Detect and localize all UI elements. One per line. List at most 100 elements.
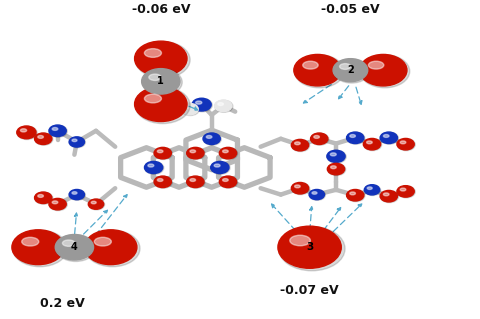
Ellipse shape <box>219 147 238 160</box>
Ellipse shape <box>187 147 204 159</box>
Ellipse shape <box>294 55 341 86</box>
Ellipse shape <box>327 163 346 175</box>
Ellipse shape <box>62 240 75 246</box>
Ellipse shape <box>88 199 105 210</box>
Ellipse shape <box>84 230 137 265</box>
Ellipse shape <box>369 61 384 69</box>
Ellipse shape <box>339 63 351 69</box>
Ellipse shape <box>154 176 171 188</box>
Ellipse shape <box>144 48 161 57</box>
Text: 1: 1 <box>157 76 164 86</box>
Ellipse shape <box>211 161 230 174</box>
Ellipse shape <box>85 230 140 267</box>
Text: 0.2 eV: 0.2 eV <box>40 297 85 310</box>
Ellipse shape <box>52 201 58 204</box>
Text: -0.06 eV: -0.06 eV <box>132 3 190 16</box>
Ellipse shape <box>35 133 52 145</box>
Ellipse shape <box>215 100 232 112</box>
Ellipse shape <box>278 226 345 271</box>
Ellipse shape <box>347 189 364 201</box>
Ellipse shape <box>49 198 66 210</box>
Text: -0.05 eV: -0.05 eV <box>321 3 380 16</box>
Ellipse shape <box>290 235 311 246</box>
Ellipse shape <box>154 147 171 159</box>
Ellipse shape <box>157 150 163 153</box>
Ellipse shape <box>327 163 345 175</box>
Ellipse shape <box>223 150 228 153</box>
Ellipse shape <box>347 132 365 144</box>
Ellipse shape <box>397 138 414 150</box>
Ellipse shape <box>49 125 67 137</box>
Ellipse shape <box>22 237 39 246</box>
Ellipse shape <box>350 135 355 137</box>
Ellipse shape <box>157 179 163 182</box>
Ellipse shape <box>327 150 345 162</box>
Ellipse shape <box>49 125 66 137</box>
Ellipse shape <box>192 98 211 111</box>
Ellipse shape <box>181 103 198 115</box>
Ellipse shape <box>12 230 68 267</box>
Ellipse shape <box>144 161 163 174</box>
Text: -0.07 eV: -0.07 eV <box>280 284 339 297</box>
Ellipse shape <box>347 132 364 144</box>
Ellipse shape <box>397 138 415 151</box>
Ellipse shape <box>203 133 220 145</box>
Ellipse shape <box>309 189 324 200</box>
Ellipse shape <box>400 188 406 191</box>
Ellipse shape <box>278 226 341 268</box>
Ellipse shape <box>291 139 310 152</box>
Ellipse shape <box>330 153 336 156</box>
Ellipse shape <box>181 103 199 115</box>
Ellipse shape <box>397 186 415 198</box>
Ellipse shape <box>149 74 161 80</box>
Ellipse shape <box>364 185 380 195</box>
Ellipse shape <box>311 133 328 145</box>
Ellipse shape <box>20 129 27 132</box>
Ellipse shape <box>69 137 85 148</box>
Ellipse shape <box>291 182 309 194</box>
Ellipse shape <box>334 59 370 83</box>
Ellipse shape <box>347 189 365 202</box>
Ellipse shape <box>309 189 325 200</box>
Ellipse shape <box>91 201 96 204</box>
Text: 4: 4 <box>71 242 78 252</box>
Ellipse shape <box>134 87 187 122</box>
Ellipse shape <box>333 59 368 82</box>
Ellipse shape <box>17 126 36 139</box>
Ellipse shape <box>363 138 381 150</box>
Text: 2: 2 <box>347 65 354 75</box>
Ellipse shape <box>142 69 180 94</box>
Ellipse shape <box>56 235 96 262</box>
Ellipse shape <box>12 230 64 265</box>
Ellipse shape <box>331 166 336 169</box>
Ellipse shape <box>211 161 229 174</box>
Ellipse shape <box>55 234 94 260</box>
Ellipse shape <box>35 192 53 204</box>
Ellipse shape <box>190 150 195 153</box>
Ellipse shape <box>38 136 43 138</box>
Ellipse shape <box>148 164 154 167</box>
Ellipse shape <box>384 193 389 196</box>
Ellipse shape <box>52 128 58 130</box>
Ellipse shape <box>294 55 344 88</box>
Ellipse shape <box>363 138 382 151</box>
Text: 3: 3 <box>306 242 313 252</box>
Ellipse shape <box>380 190 398 203</box>
Ellipse shape <box>142 69 182 96</box>
Ellipse shape <box>35 133 53 145</box>
Ellipse shape <box>291 139 309 151</box>
Ellipse shape <box>295 185 300 188</box>
Ellipse shape <box>35 192 52 204</box>
Ellipse shape <box>380 190 397 202</box>
Ellipse shape <box>144 161 164 174</box>
Ellipse shape <box>17 126 37 139</box>
Ellipse shape <box>190 179 195 182</box>
Ellipse shape <box>154 176 172 188</box>
Ellipse shape <box>380 132 397 144</box>
Ellipse shape <box>218 103 223 106</box>
Ellipse shape <box>196 101 202 104</box>
Ellipse shape <box>49 198 67 211</box>
Ellipse shape <box>311 133 329 145</box>
Ellipse shape <box>187 147 205 160</box>
Ellipse shape <box>184 106 190 109</box>
